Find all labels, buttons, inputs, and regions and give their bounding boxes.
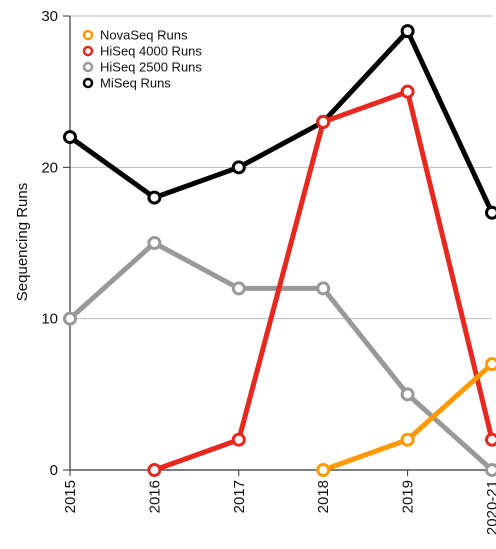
data-point <box>63 311 77 326</box>
series-miseq-runs <box>63 24 496 220</box>
legend-item: HiSeq 4000 Runs <box>82 44 202 59</box>
legend-item: MiSeq Runs <box>82 76 171 91</box>
axes: 0 10 20 30 2015 2016 2017 2018 2019 2020-21 <box>41 8 496 535</box>
series-hiseq-2500-runs <box>63 236 496 477</box>
data-point <box>231 160 246 175</box>
legend-marker <box>82 61 94 73</box>
data-point <box>400 432 415 447</box>
legend-marker <box>82 45 94 57</box>
y-tick-label: 20 <box>41 159 58 176</box>
gridlines <box>70 15 492 320</box>
data-point <box>147 236 162 250</box>
data-point <box>485 357 496 372</box>
x-tick-label: 2015 <box>62 480 79 513</box>
y-tick-label: 10 <box>41 311 58 328</box>
y-axis-title: Sequencing Runs <box>14 183 31 301</box>
legend-marker <box>82 29 94 41</box>
data-point <box>485 432 496 447</box>
series-line <box>151 89 495 473</box>
legend-label: HiSeq 4000 Runs <box>100 44 202 59</box>
x-tick-label: 2020-21 <box>484 480 496 535</box>
data-point <box>400 24 415 39</box>
x-tick-label: 2016 <box>146 480 163 513</box>
y-tick-label: 30 <box>41 8 58 25</box>
x-tick-label: 2018 <box>315 480 332 513</box>
data-point <box>316 281 331 296</box>
x-tick-label: 2017 <box>231 480 248 513</box>
series-line <box>320 361 495 473</box>
legend-item: NovaSeq Runs <box>82 28 188 43</box>
data-point <box>316 114 331 129</box>
legend-label: MiSeq Runs <box>100 76 171 91</box>
data-point <box>485 463 496 477</box>
data-point <box>231 281 246 296</box>
series-hiseq-4000-runs <box>147 84 496 477</box>
legend-item: HiSeq 2500 Runs <box>82 60 202 75</box>
data-point <box>231 432 246 447</box>
data-point <box>316 463 331 477</box>
series-lines <box>63 24 496 477</box>
data-point <box>400 387 415 402</box>
y-tick-label: 0 <box>50 462 58 479</box>
data-point <box>400 84 415 99</box>
data-point <box>147 463 162 477</box>
data-point <box>63 130 77 145</box>
data-point <box>485 205 496 220</box>
series-line <box>67 28 495 216</box>
legend-label: HiSeq 2500 Runs <box>100 60 202 75</box>
legend-marker <box>82 77 94 89</box>
x-tick-label: 2019 <box>400 480 417 513</box>
legend-label: NovaSeq Runs <box>100 28 188 43</box>
data-point <box>147 190 162 205</box>
series-novaseq-runs <box>316 357 496 477</box>
